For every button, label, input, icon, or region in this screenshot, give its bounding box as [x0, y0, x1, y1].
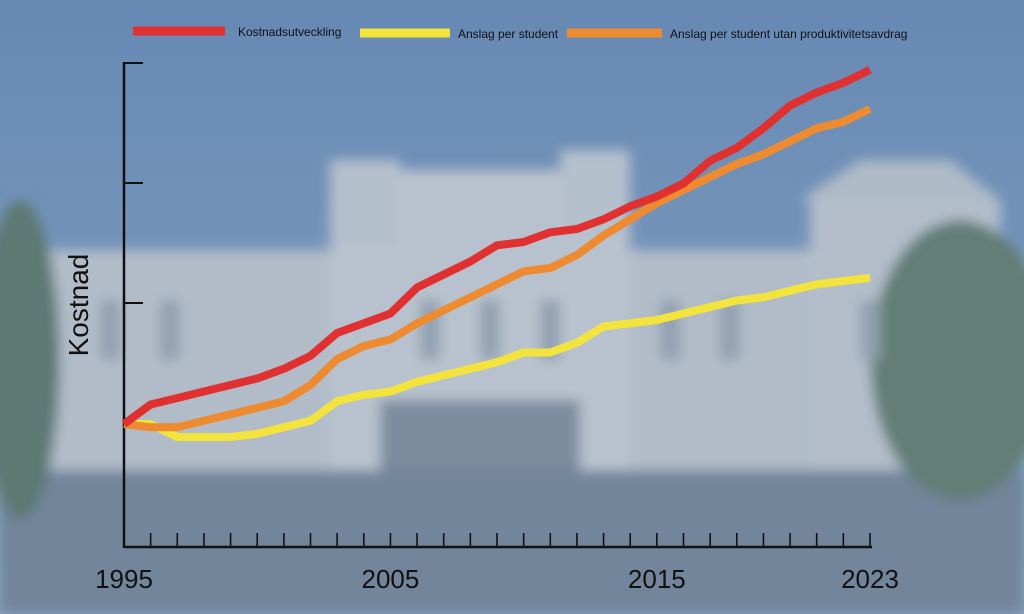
legend-label-anslag-per-student: Anslag per student [458, 27, 559, 41]
y-axis-ticks [124, 62, 143, 425]
series-line-kostnadsutveckling [121, 66, 872, 428]
legend-label-anslag-utan-produktivitetsavdrag: Anslag per student utan produktivitetsav… [670, 27, 907, 41]
x-axis-tick-labels: 1995 2005 2015 2023 [95, 564, 899, 594]
series-layer [121, 66, 872, 441]
x-tick-label: 2005 [362, 564, 420, 594]
x-tick-label: 2015 [628, 564, 686, 594]
series-line-anslag-utan-produktivitetsavdrag [123, 105, 872, 432]
legend: Kostnadsutveckling Anslag per student An… [133, 25, 907, 41]
series-line-anslag-per-student [124, 273, 871, 441]
x-axis-ticks [123, 533, 871, 547]
x-tick-label: 2023 [841, 564, 899, 594]
legend-label-kostnadsutveckling: Kostnadsutveckling [238, 25, 341, 39]
x-tick-label: 1995 [95, 564, 153, 594]
y-axis-label: Kostnad [63, 254, 94, 357]
